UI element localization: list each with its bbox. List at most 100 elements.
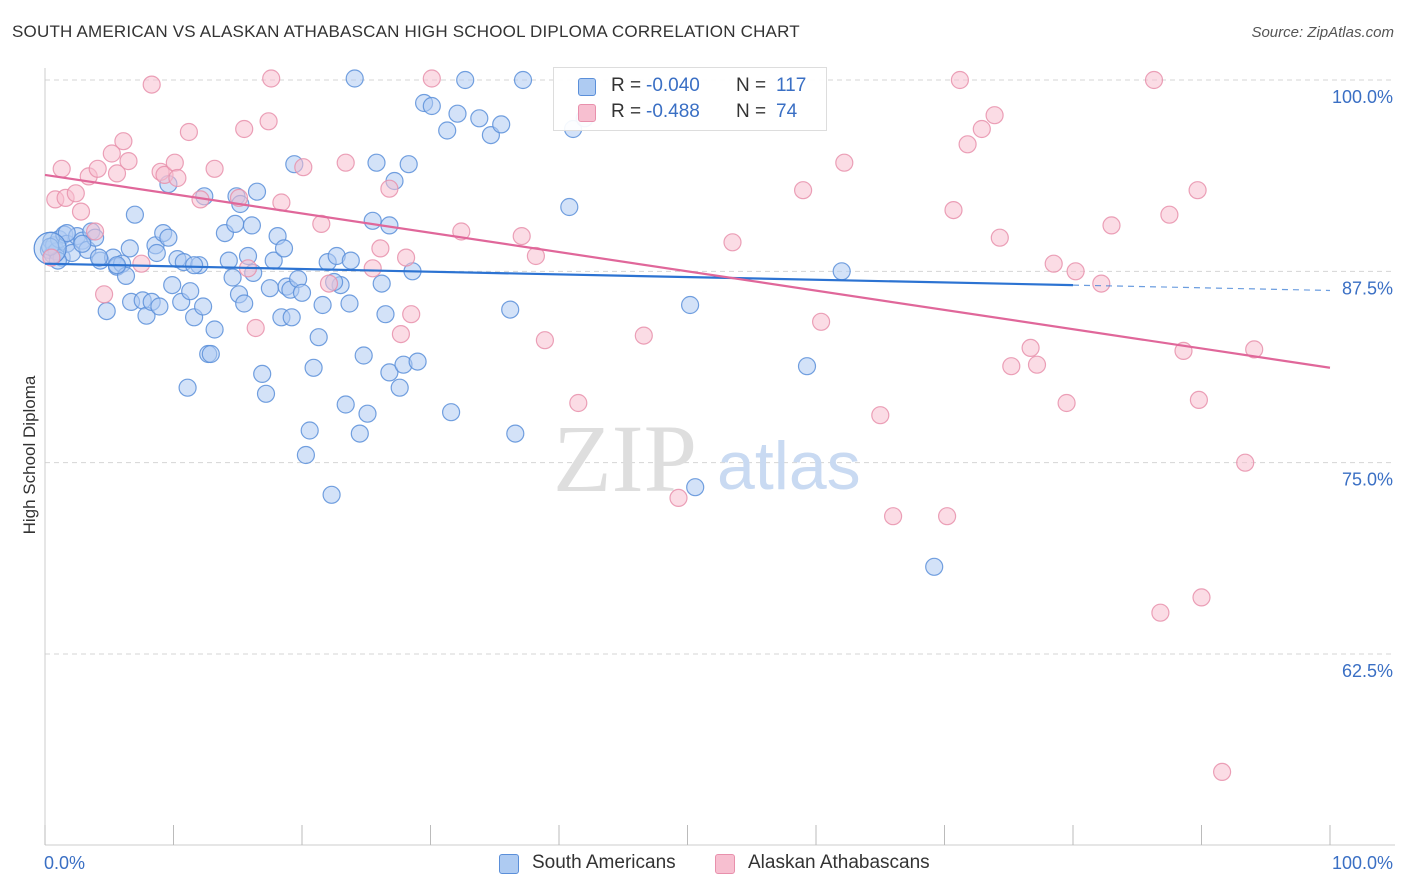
trend-lines	[44, 173, 1331, 369]
data-point-alaskan-athabascans	[42, 248, 61, 267]
data-point-south-americans	[336, 395, 355, 414]
data-point-south-americans	[223, 268, 242, 287]
stats-legend: R = -0.040 N = 117 R = -0.488 N = 74	[553, 67, 827, 131]
data-point-alaskan-athabascans	[972, 119, 991, 139]
data-point-alaskan-athabascans	[1236, 453, 1255, 472]
data-point-south-americans	[448, 104, 467, 123]
grid-layer	[45, 79, 1395, 655]
data-point-alaskan-athabascans	[262, 69, 281, 88]
data-point-alaskan-athabascans	[1245, 340, 1264, 359]
data-point-south-americans	[363, 211, 382, 230]
data-point-south-americans	[185, 256, 204, 275]
data-point-south-americans	[408, 352, 427, 371]
data-point-alaskan-athabascans	[229, 188, 249, 207]
data-point-alaskan-athabascans	[71, 202, 91, 221]
data-point-south-americans	[73, 234, 92, 253]
data-point-south-americans	[242, 216, 261, 235]
x-tick-label: 100.0%	[1332, 853, 1393, 873]
axis-layer	[44, 68, 1395, 846]
data-point-south-americans	[181, 282, 200, 301]
data-point-alaskan-athabascans	[569, 393, 588, 413]
data-point-south-americans	[147, 243, 166, 263]
legend-swatch-blue	[578, 78, 596, 96]
data-point-south-americans	[296, 445, 315, 465]
data-point-south-americans	[380, 363, 399, 382]
data-point-alaskan-athabascans	[990, 228, 1009, 247]
data-point-alaskan-athabascans	[1066, 262, 1085, 281]
data-point-alaskan-athabascans	[1021, 338, 1040, 357]
data-point-south-americans	[492, 115, 511, 134]
data-point-south-americans	[422, 96, 441, 116]
data-point-alaskan-athabascans	[165, 153, 184, 172]
data-point-south-americans	[219, 251, 238, 270]
data-point-south-americans	[159, 228, 178, 247]
data-point-south-americans	[260, 279, 279, 298]
data-point-alaskan-athabascans	[937, 507, 957, 526]
data-point-south-americans	[194, 297, 213, 316]
data-point-south-americans	[442, 403, 461, 422]
data-point-alaskan-athabascans	[85, 222, 105, 241]
data-point-south-americans	[125, 205, 144, 224]
data-point-south-americans	[163, 276, 182, 295]
data-point-south-americans	[399, 155, 418, 174]
data-point-south-americans	[150, 297, 169, 316]
series-south-americans	[33, 69, 944, 576]
series-alaskan-athabascans	[42, 69, 1264, 782]
data-point-alaskan-athabascans	[1212, 762, 1232, 782]
legend-swatch-blue	[499, 854, 519, 874]
data-point-alaskan-athabascans	[1102, 216, 1121, 235]
legend-swatch-pink	[715, 854, 735, 874]
data-point-alaskan-athabascans	[944, 201, 963, 220]
y-tick-label: 100.0%	[1332, 87, 1393, 107]
data-point-alaskan-athabascans	[107, 164, 127, 183]
data-point-alaskan-athabascans	[835, 153, 854, 172]
data-point-alaskan-athabascans	[235, 119, 254, 139]
data-point-alaskan-athabascans	[985, 106, 1004, 125]
data-point-alaskan-athabascans	[1027, 355, 1047, 374]
data-point-alaskan-athabascans	[634, 326, 653, 345]
data-point-south-americans	[513, 70, 533, 90]
data-point-alaskan-athabascans	[535, 331, 555, 350]
data-point-alaskan-athabascans	[402, 305, 421, 324]
data-point-alaskan-athabascans	[883, 507, 903, 526]
data-point-south-americans	[686, 478, 705, 497]
data-point-alaskan-athabascans	[205, 159, 224, 178]
data-point-alaskan-athabascans	[114, 132, 133, 151]
data-point-alaskan-athabascans	[119, 152, 138, 171]
data-point-south-americans	[832, 262, 851, 281]
data-point-south-americans	[120, 239, 139, 258]
y-tick-label: 75.0%	[1342, 470, 1393, 490]
data-point-alaskan-athabascans	[422, 69, 441, 88]
trend-line-south-americans	[44, 262, 1074, 287]
data-point-alaskan-athabascans	[1144, 70, 1164, 90]
data-point-alaskan-athabascans	[397, 248, 416, 267]
data-point-south-americans	[304, 358, 323, 377]
data-point-south-americans	[300, 421, 319, 440]
data-point-south-americans	[345, 69, 364, 88]
data-point-south-americans	[350, 424, 369, 443]
legend-n-label: N =	[736, 101, 767, 122]
data-point-alaskan-athabascans	[52, 159, 71, 178]
data-point-south-americans	[438, 121, 457, 140]
data-point-alaskan-athabascans	[371, 239, 390, 258]
data-point-south-americans	[226, 214, 245, 233]
tick-labels: 62.5% 75.0% 87.5% 100.0% 0.0% 100.0%	[44, 87, 1393, 873]
data-point-south-americans	[201, 344, 220, 364]
data-point-south-americans	[247, 182, 267, 201]
y-axis-label: High School Diploma	[20, 375, 39, 534]
data-point-alaskan-athabascans	[1192, 588, 1211, 607]
data-point-south-americans	[501, 300, 520, 319]
data-point-alaskan-athabascans	[950, 70, 970, 90]
data-point-south-americans	[470, 109, 489, 128]
data-point-alaskan-athabascans	[363, 259, 382, 278]
data-point-alaskan-athabascans	[94, 285, 114, 304]
data-point-south-americans	[313, 295, 332, 315]
data-point-alaskan-athabascans	[1189, 390, 1209, 409]
data-point-alaskan-athabascans	[1151, 603, 1170, 622]
data-point-alaskan-athabascans	[132, 254, 151, 273]
data-point-south-americans	[376, 305, 395, 324]
data-point-alaskan-athabascans	[793, 181, 813, 200]
data-point-alaskan-athabascans	[1002, 357, 1021, 376]
data-point-alaskan-athabascans	[1160, 205, 1179, 224]
